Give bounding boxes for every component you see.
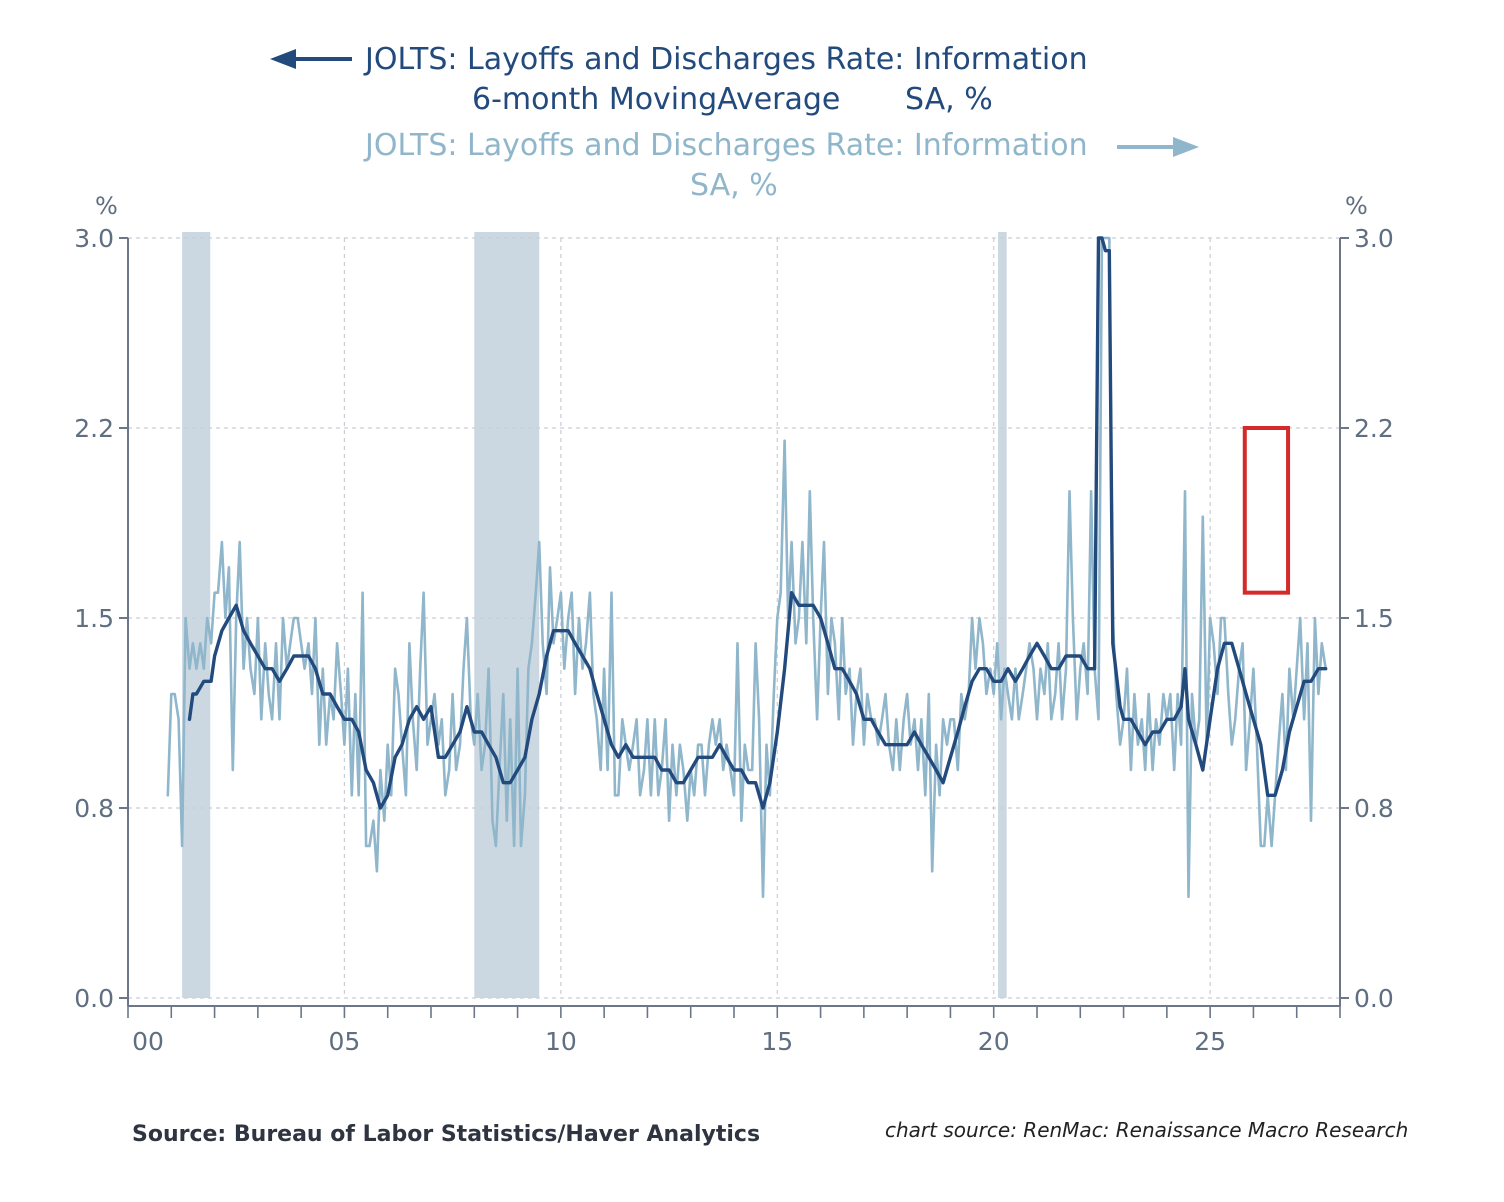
x-tick-label-15: 15: [761, 1027, 793, 1056]
y-right-tick-label: 0.8: [1354, 794, 1394, 823]
y-left-tick-label: 0.8: [74, 794, 114, 823]
y-left-tick-label: 0.0: [74, 984, 114, 1013]
x-tick-label-20: 20: [978, 1027, 1010, 1056]
y-right-tick-label: 2.2: [1354, 414, 1394, 443]
legend-dark-units: SA, %: [905, 82, 993, 117]
x-tick-label-05: 05: [329, 1027, 361, 1056]
x-tick-label-10: 10: [545, 1027, 577, 1056]
legend-arrow-right-icon: [1117, 137, 1199, 157]
recession-band-2: [474, 232, 540, 998]
highlight-box: [1242, 426, 1291, 595]
series-lines: [166, 236, 1328, 898]
series-line-6mma: [187, 236, 1328, 810]
axes: 0.0 0.0 0.8 0.8 1.5 1.5 2.2 2.2 3.0 3.0 00 05 10 15 20…: [74, 224, 1394, 1056]
series-line-monthly: [166, 236, 1327, 898]
y-right-tick-label: 1.5: [1354, 604, 1394, 633]
recession-bands: [182, 232, 1007, 998]
y-left-tick-label: 1.5: [74, 604, 114, 633]
y-left-tick-label: 3.0: [74, 224, 114, 253]
legend-arrow-left-icon: [270, 49, 352, 69]
source-note: Source: Bureau of Labor Statistics/Haver…: [132, 1122, 760, 1147]
y-right-tick-label: 0.0: [1354, 984, 1394, 1013]
recession-band-1: [182, 232, 211, 998]
recession-band-3: [998, 232, 1007, 998]
y-right-tick-label: 3.0: [1354, 224, 1394, 253]
legend-dark-line2: 6-month MovingAverage: [472, 82, 840, 117]
legend-light-line1: JOLTS: Layoffs and Discharges Rate: Info…: [363, 128, 1088, 163]
y-right-unit: %: [1345, 192, 1368, 220]
chart-credit: chart source: RenMac: Renaissance Macro …: [885, 1118, 1408, 1142]
y-left-tick-label: 2.2: [74, 414, 114, 443]
legend-light-line2: SA, %: [690, 168, 778, 203]
y-left-unit: %: [95, 192, 118, 220]
x-tick-label-00: 00: [132, 1027, 164, 1056]
legend: JOLTS: Layoffs and Discharges Rate: Info…: [270, 42, 1199, 203]
highlight: [1242, 426, 1291, 595]
x-tick-label-25: 25: [1194, 1027, 1226, 1056]
grid: [128, 237, 1340, 999]
legend-dark-line1: JOLTS: Layoffs and Discharges Rate: Info…: [363, 42, 1088, 77]
